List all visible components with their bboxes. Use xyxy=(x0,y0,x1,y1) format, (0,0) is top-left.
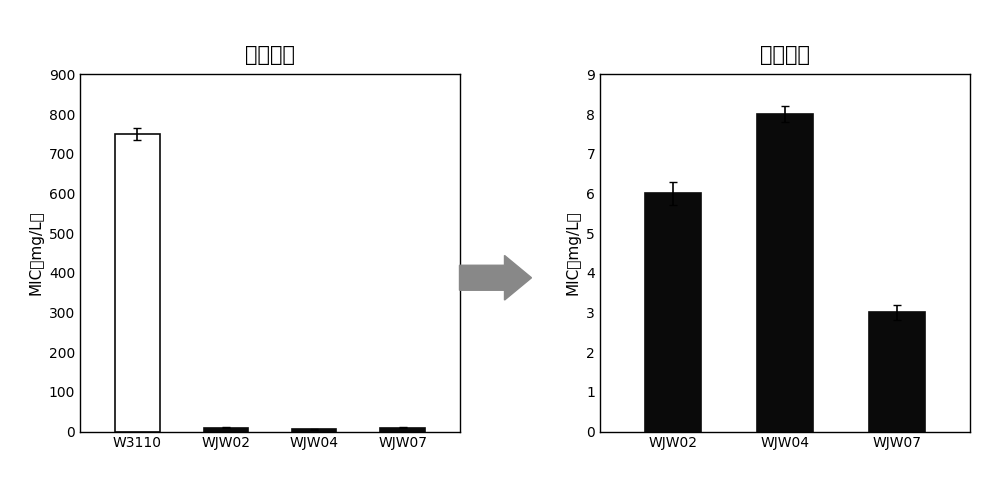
Bar xyxy=(757,114,813,432)
Y-axis label: MIC（mg/L）: MIC（mg/L） xyxy=(566,211,581,295)
Bar xyxy=(115,134,160,432)
Title: 新生霉素: 新生霉素 xyxy=(760,45,810,64)
Title: 新生霉素: 新生霉素 xyxy=(245,45,295,64)
FancyArrow shape xyxy=(460,255,532,300)
Bar xyxy=(204,428,248,432)
Bar xyxy=(869,312,925,432)
Y-axis label: MIC（mg/L）: MIC（mg/L） xyxy=(28,211,43,295)
Bar xyxy=(292,429,336,432)
Bar xyxy=(645,193,701,432)
Bar xyxy=(380,428,425,432)
